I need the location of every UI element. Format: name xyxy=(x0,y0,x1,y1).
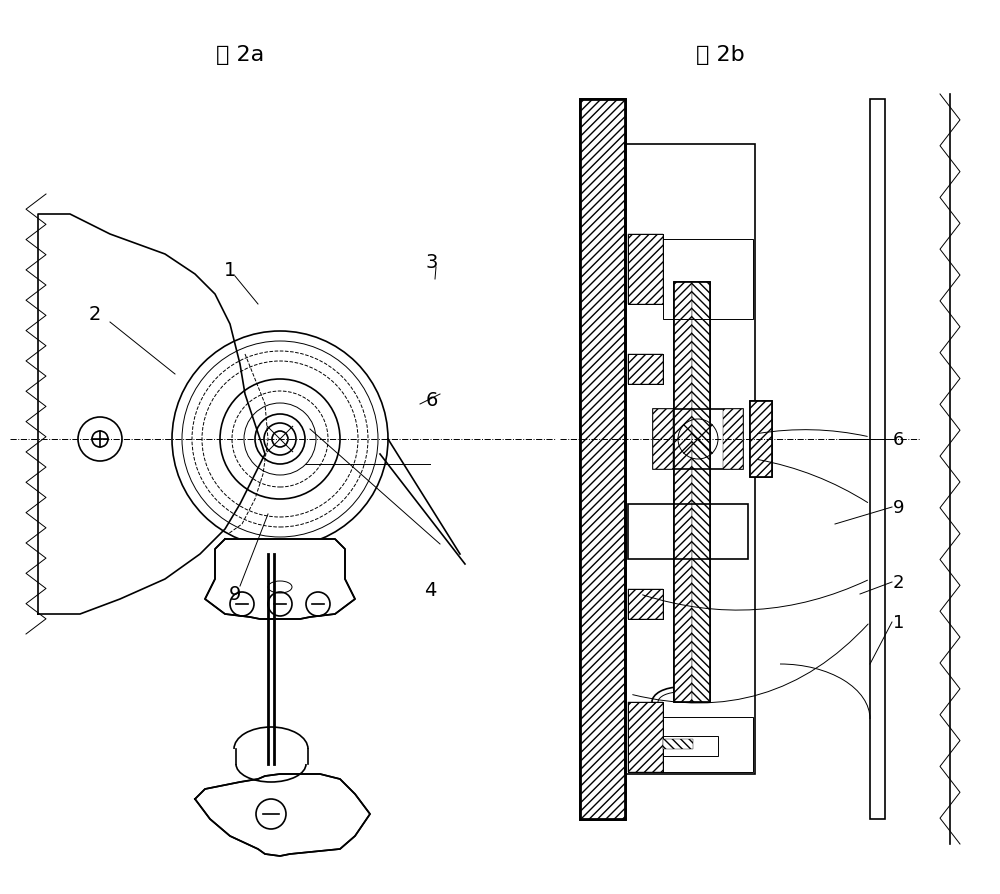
Bar xyxy=(750,401,772,477)
Text: 6: 6 xyxy=(893,431,904,449)
Bar xyxy=(628,589,663,620)
Bar xyxy=(653,409,743,469)
Bar xyxy=(628,355,663,384)
Text: 3: 3 xyxy=(426,253,438,272)
Bar xyxy=(628,355,663,384)
Text: 1: 1 xyxy=(224,260,236,279)
Polygon shape xyxy=(205,539,355,620)
Bar xyxy=(663,736,718,756)
Bar xyxy=(628,702,663,772)
Bar xyxy=(628,235,663,305)
Text: 2: 2 xyxy=(893,573,904,591)
Bar xyxy=(628,235,663,305)
Polygon shape xyxy=(195,774,370,856)
Bar xyxy=(870,100,885,819)
Text: 9: 9 xyxy=(893,499,904,517)
Text: 4: 4 xyxy=(424,580,436,599)
Bar xyxy=(663,717,753,772)
Bar xyxy=(653,409,673,469)
Bar xyxy=(628,355,663,384)
Bar xyxy=(580,100,625,819)
Text: 图 2b: 图 2b xyxy=(696,45,744,65)
Bar xyxy=(628,589,663,620)
Bar xyxy=(663,739,693,749)
Bar xyxy=(750,401,772,477)
Bar xyxy=(674,283,710,702)
Bar xyxy=(723,409,743,469)
Bar xyxy=(628,504,748,560)
Bar xyxy=(628,589,663,620)
Text: 6: 6 xyxy=(426,390,438,409)
Bar xyxy=(628,702,663,772)
Text: 2: 2 xyxy=(89,305,101,325)
Text: 图 2a: 图 2a xyxy=(216,45,264,65)
Bar xyxy=(663,240,753,320)
Bar xyxy=(674,283,692,702)
Bar xyxy=(580,100,625,819)
Bar xyxy=(628,235,663,305)
Text: 9: 9 xyxy=(229,585,241,603)
Text: 1: 1 xyxy=(893,613,904,631)
Bar xyxy=(580,100,625,819)
Bar xyxy=(625,145,755,774)
Bar xyxy=(628,702,663,772)
Bar xyxy=(692,283,710,702)
Bar xyxy=(674,283,710,702)
Bar xyxy=(750,401,772,477)
